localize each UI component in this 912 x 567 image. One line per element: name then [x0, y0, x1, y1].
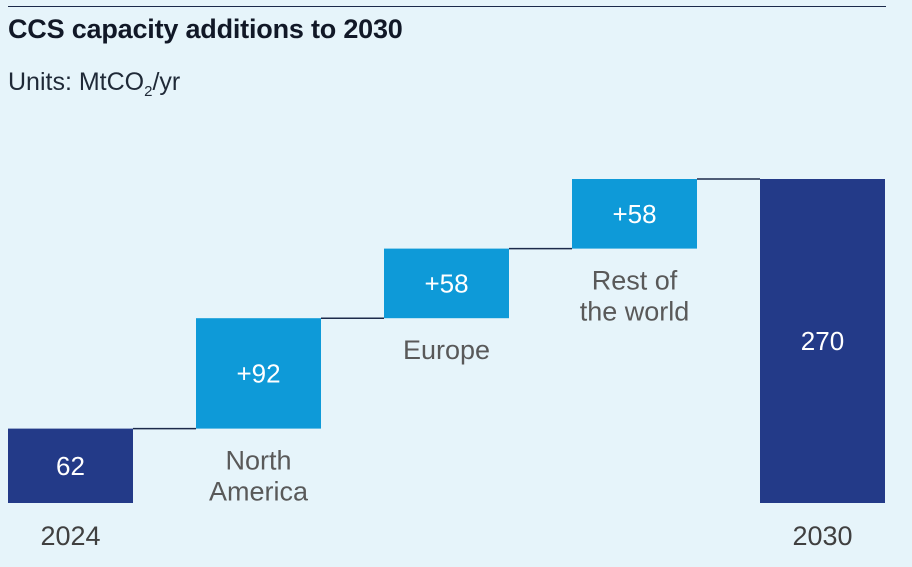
value-label-north-america: +92 [236, 358, 280, 388]
category-label-rest-of-the-world-line-2: the world [580, 297, 690, 327]
category-label-north-america-line-2: America [209, 477, 309, 507]
bar-europe [384, 248, 509, 319]
units-prefix: Units: MtCO [8, 68, 145, 96]
bar-rest-of-the-world [572, 179, 697, 249]
value-label-2024: 62 [56, 451, 85, 481]
bar-2024 [8, 428, 133, 503]
value-label-2030: 270 [801, 326, 844, 356]
value-label-rest-of-the-world: +58 [612, 199, 656, 229]
top-rule [8, 6, 886, 7]
bar-2030 [760, 179, 885, 503]
units-subscript: 2 [144, 83, 153, 100]
bar-north-america [196, 318, 321, 429]
units-label: Units: MtCO2/yr [8, 68, 181, 100]
value-label-europe: +58 [424, 268, 468, 298]
chart-title: CCS capacity additions to 2030 [8, 14, 403, 44]
category-label-europe-line-1: Europe [403, 335, 490, 365]
category-label-north-america-line-1: North [225, 446, 291, 476]
axis-label-2024: 2024 [40, 521, 100, 551]
units-suffix: /yr [152, 68, 181, 96]
category-label-rest-of-the-world-line-1: Rest of [592, 266, 678, 296]
axis-label-2030: 2030 [792, 521, 852, 551]
